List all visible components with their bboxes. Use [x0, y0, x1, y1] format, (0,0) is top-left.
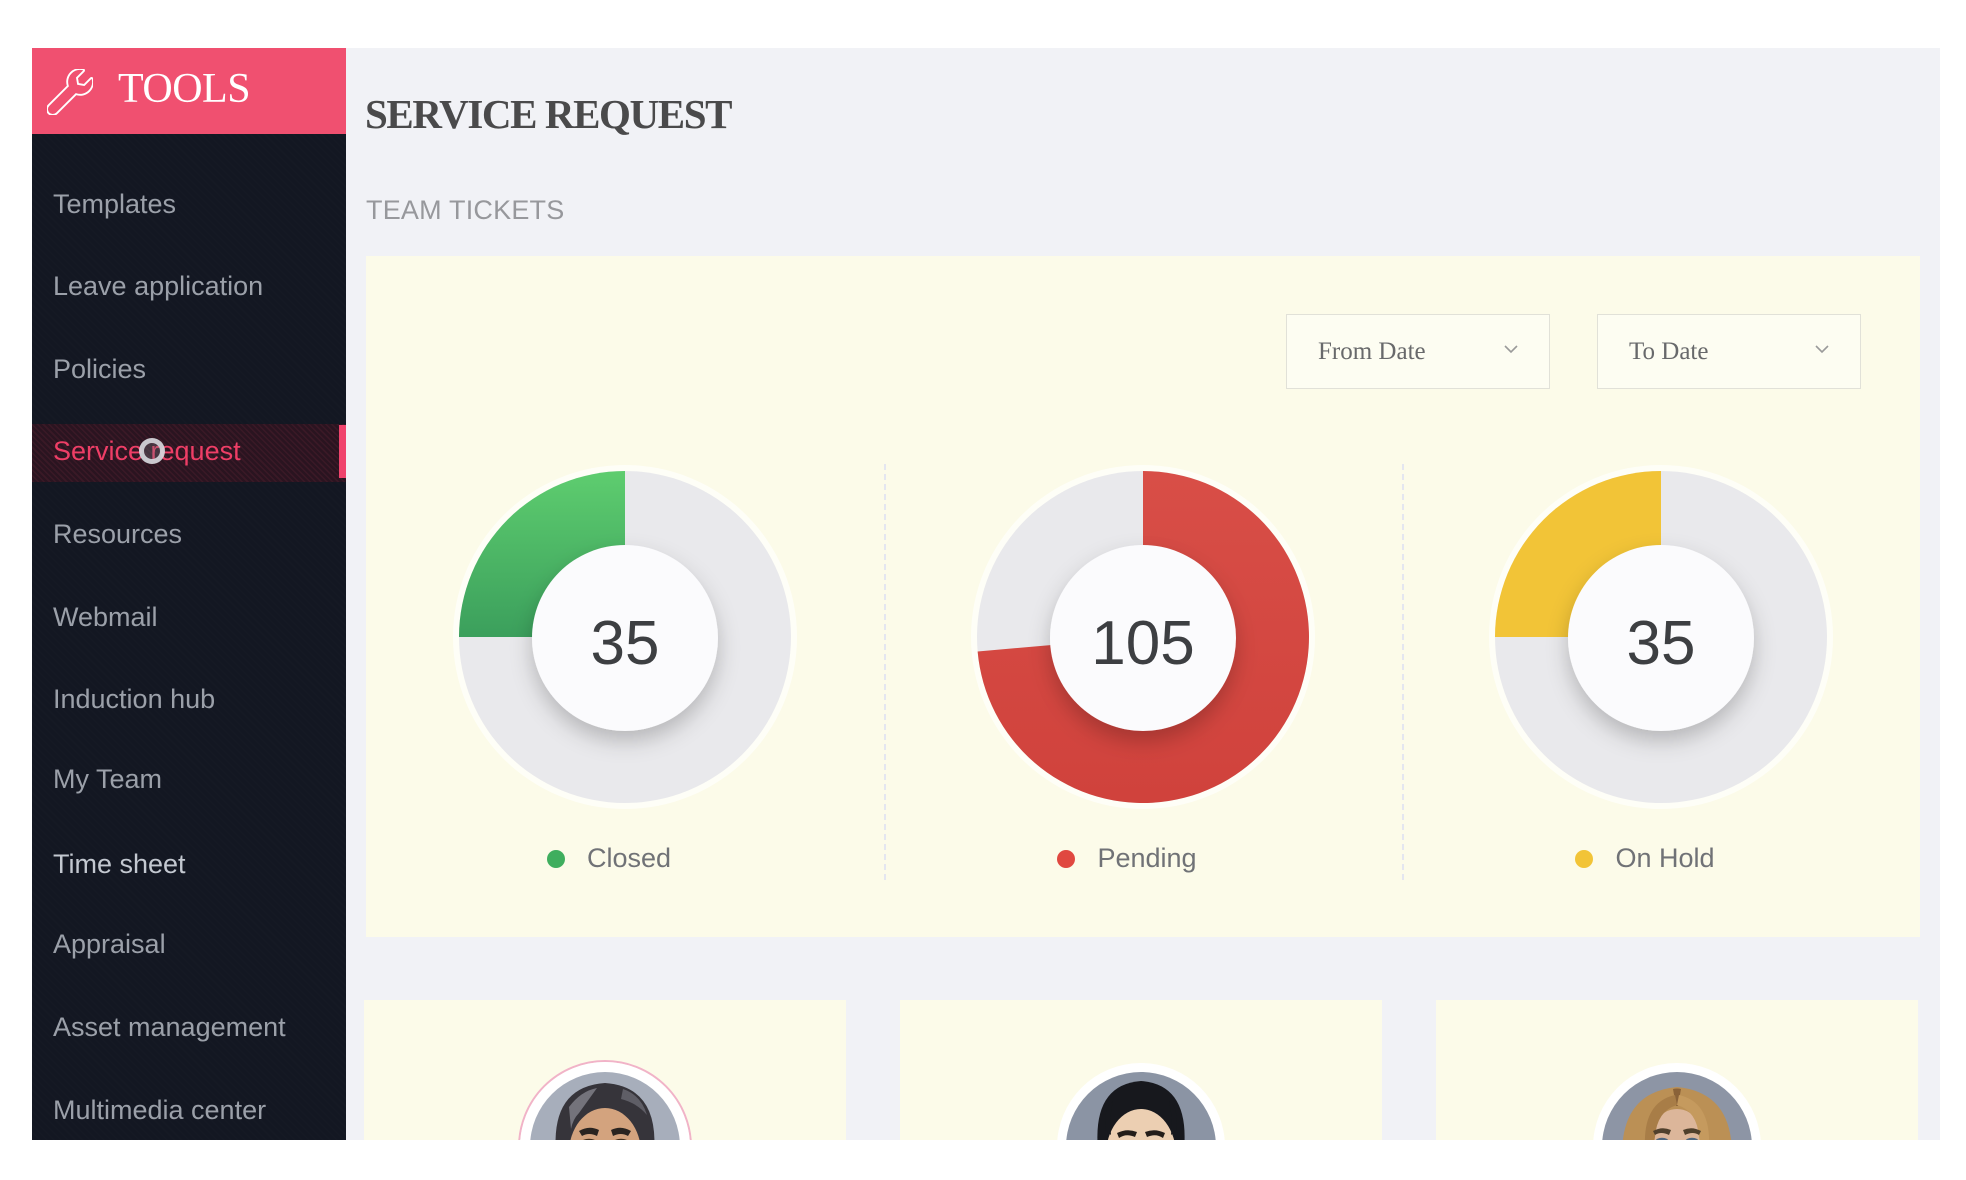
svg-text:35: 35: [591, 609, 660, 678]
svg-text:105: 105: [1091, 609, 1194, 678]
svg-text:35: 35: [1627, 609, 1696, 678]
